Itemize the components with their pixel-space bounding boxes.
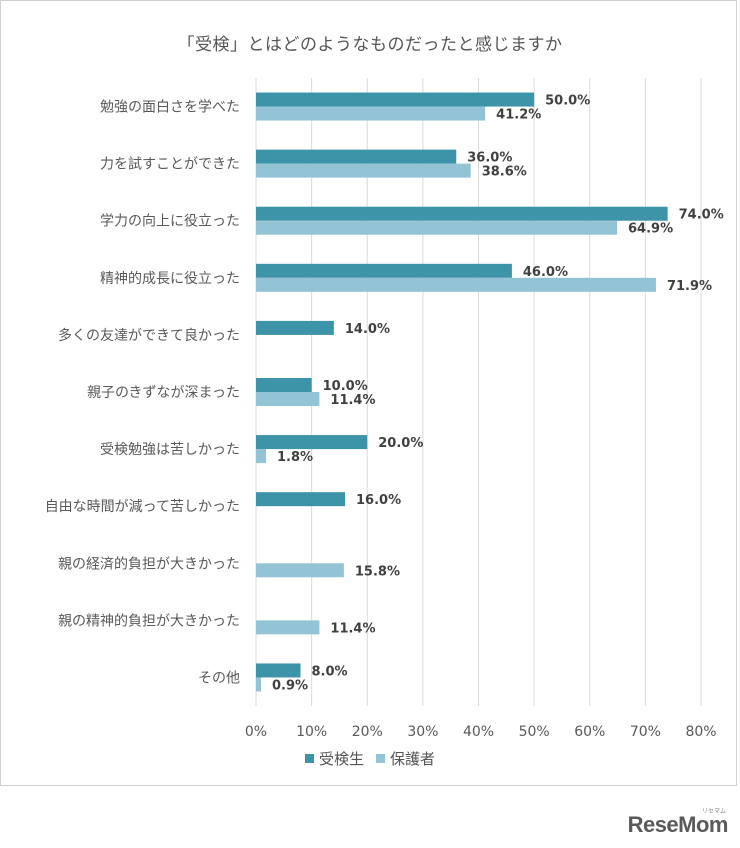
bar-guardian <box>256 277 656 292</box>
data-label: 11.4% <box>330 621 375 636</box>
legend-swatch-guardian <box>376 754 385 763</box>
bar-examinee <box>256 263 512 278</box>
bar-examinee <box>256 206 668 221</box>
data-label: 71.9% <box>667 279 712 294</box>
x-tick-label: 0% <box>245 724 267 740</box>
bar-guardian <box>256 677 262 692</box>
data-label: 14.0% <box>345 322 390 337</box>
category-label: 親子のきずなが深まった <box>87 385 240 401</box>
category-label: 親の経済的負担が大きかった <box>58 556 240 572</box>
bar-guardian <box>256 163 471 178</box>
brand-logo-sub: リセマム <box>701 808 726 815</box>
bar-guardian <box>256 563 344 578</box>
data-label: 41.2% <box>496 108 541 123</box>
bar-examinee <box>256 92 535 107</box>
category-label: 受検勉強は苦しかった <box>100 442 240 458</box>
legend-item-guardian: 保護者 <box>376 748 435 769</box>
bar-examinee <box>256 378 312 392</box>
data-label: 10.0% <box>323 379 368 394</box>
bar-examinee <box>256 663 301 678</box>
data-label: 1.8% <box>277 450 313 465</box>
x-tick-label: 20% <box>352 724 383 740</box>
data-label: 38.6% <box>482 165 527 180</box>
legend-label-examinee: 受検生 <box>318 750 364 768</box>
x-tick-label: 80% <box>685 724 716 740</box>
category-label: 学力の向上に役立った <box>100 214 240 230</box>
legend-label-guardian: 保護者 <box>390 750 436 768</box>
data-label: 8.0% <box>312 664 348 679</box>
data-label: 0.9% <box>272 678 308 693</box>
x-tick-label: 50% <box>519 724 550 740</box>
category-label: 多くの友達ができて良かった <box>58 327 240 344</box>
chart-legend: 受検生 保護者 <box>0 748 740 769</box>
brand-logo: ReseMom <box>627 812 729 837</box>
bar-guardian <box>256 106 486 121</box>
category-label: 親の精神的負担が大きかった <box>58 613 240 629</box>
bar-examinee <box>256 435 368 450</box>
data-label: 50.0% <box>545 94 590 109</box>
data-label: 11.4% <box>330 393 375 408</box>
bar-guardian <box>256 392 320 406</box>
x-tick-label: 10% <box>296 724 327 740</box>
bar-examinee <box>256 320 334 335</box>
bar-examinee <box>256 492 345 507</box>
bar-examinee <box>256 149 457 164</box>
bar-guardian <box>256 620 320 635</box>
x-tick-label: 30% <box>407 724 438 740</box>
bar-guardian <box>256 449 267 464</box>
chart-title: 「受検」とはどのようなものだったと感じますか <box>177 35 563 55</box>
bar-guardian <box>256 220 618 235</box>
x-tick-label: 60% <box>574 724 605 740</box>
chart-frame <box>0 0 737 786</box>
legend-swatch-examinee <box>304 754 314 763</box>
data-label: 46.0% <box>523 265 568 280</box>
x-tick-label: 40% <box>463 724 494 740</box>
data-label: 74.0% <box>679 208 724 223</box>
data-label: 36.0% <box>467 151 512 166</box>
legend-item-examinee: 受検生 <box>304 748 364 769</box>
data-label: 15.8% <box>355 564 400 579</box>
category-label: その他 <box>198 670 240 686</box>
data-label: 64.9% <box>628 222 673 237</box>
category-label: 自由な時間が減って苦しかった <box>45 498 240 515</box>
data-label: 16.0% <box>356 493 401 508</box>
category-label: 勉強の面白さを学べた <box>100 100 240 116</box>
x-tick-label: 70% <box>630 724 661 740</box>
category-label: 精神的成長に役立った <box>100 271 240 287</box>
data-label: 20.0% <box>378 436 423 451</box>
category-label: 力を試すことができた <box>100 157 240 173</box>
